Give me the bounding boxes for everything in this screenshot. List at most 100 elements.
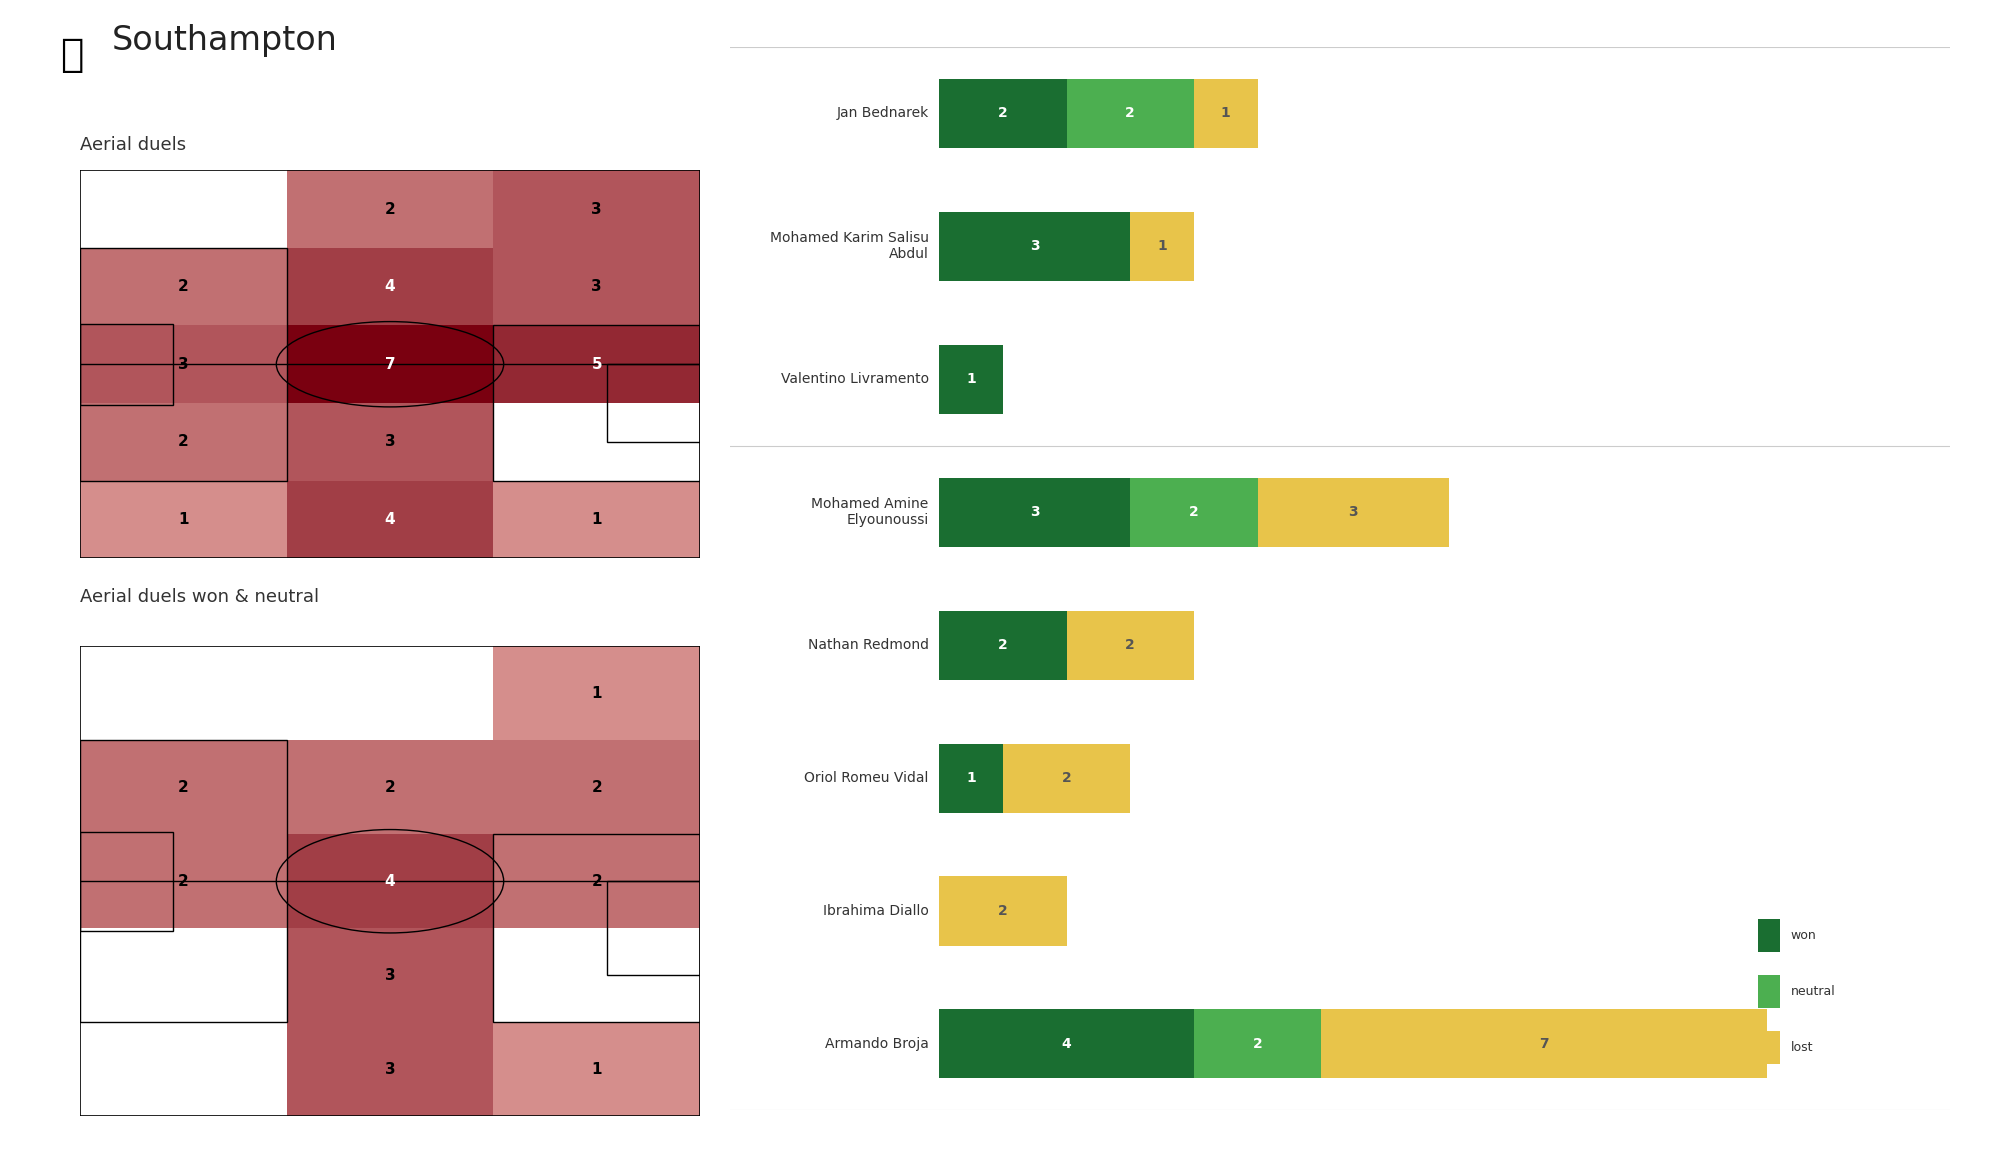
Bar xyxy=(494,403,700,481)
Text: 2: 2 xyxy=(1126,638,1136,652)
Bar xyxy=(494,325,700,403)
Text: 3: 3 xyxy=(592,202,602,216)
Text: Armando Broja: Armando Broja xyxy=(824,1036,928,1050)
Bar xyxy=(286,481,494,558)
Bar xyxy=(1758,975,1780,1008)
Bar xyxy=(494,1022,700,1116)
Bar xyxy=(940,478,1130,546)
Text: Mohamed Karim Salisu
Abdul: Mohamed Karim Salisu Abdul xyxy=(770,231,928,262)
Text: 5: 5 xyxy=(592,357,602,371)
Bar xyxy=(286,646,494,740)
Text: Nathan Redmond: Nathan Redmond xyxy=(808,638,928,652)
Bar xyxy=(80,170,286,248)
Text: 4: 4 xyxy=(384,512,396,526)
Text: 1: 1 xyxy=(1158,240,1166,254)
Text: 3: 3 xyxy=(1348,505,1358,519)
Text: 2: 2 xyxy=(592,874,602,888)
Bar xyxy=(1258,478,1448,546)
Bar xyxy=(80,403,286,481)
Text: 2: 2 xyxy=(998,107,1008,121)
Text: Jan Bednarek: Jan Bednarek xyxy=(836,107,928,121)
Text: won: won xyxy=(1790,929,1816,942)
Bar xyxy=(286,1022,494,1116)
Bar xyxy=(286,928,494,1022)
Text: 7: 7 xyxy=(1540,1036,1548,1050)
Bar xyxy=(940,877,1066,946)
Bar xyxy=(80,740,286,1022)
Text: 1: 1 xyxy=(178,512,188,526)
Text: ⚽: ⚽ xyxy=(60,35,84,74)
Text: 2: 2 xyxy=(384,780,396,794)
Bar xyxy=(286,740,494,834)
Text: 1: 1 xyxy=(592,512,602,526)
Bar xyxy=(494,170,700,248)
Bar xyxy=(80,325,286,403)
Text: 3: 3 xyxy=(384,968,396,982)
Bar xyxy=(940,212,1130,281)
Text: Oriol Romeu Vidal: Oriol Romeu Vidal xyxy=(804,771,928,785)
Text: Valentino Livramento: Valentino Livramento xyxy=(780,372,928,387)
Bar xyxy=(286,403,494,481)
Bar xyxy=(494,646,700,740)
Text: 2: 2 xyxy=(178,874,188,888)
Bar xyxy=(1066,611,1194,679)
Bar xyxy=(286,170,494,248)
Text: 2: 2 xyxy=(1252,1036,1262,1050)
Text: 2: 2 xyxy=(384,202,396,216)
Bar xyxy=(80,834,286,928)
Text: 3: 3 xyxy=(178,357,188,371)
Text: 2: 2 xyxy=(998,904,1008,918)
Text: Southampton: Southampton xyxy=(112,25,338,58)
Text: 3: 3 xyxy=(1030,505,1040,519)
Bar xyxy=(80,1022,286,1116)
Bar xyxy=(80,323,174,405)
Text: Aerial duels won & neutral: Aerial duels won & neutral xyxy=(80,589,320,606)
Bar xyxy=(1758,919,1780,952)
Bar xyxy=(1758,1030,1780,1063)
Bar xyxy=(1322,1009,1768,1079)
Bar xyxy=(1130,478,1258,546)
Bar xyxy=(940,79,1066,148)
Bar xyxy=(940,744,1002,813)
Text: 3: 3 xyxy=(384,1062,396,1076)
Bar xyxy=(606,364,700,442)
Text: 2: 2 xyxy=(998,638,1008,652)
Bar xyxy=(940,1009,1194,1079)
Text: 3: 3 xyxy=(592,280,602,294)
Text: 2: 2 xyxy=(592,780,602,794)
Bar xyxy=(80,928,286,1022)
Bar xyxy=(80,740,286,834)
Text: 2: 2 xyxy=(1126,107,1136,121)
Text: 2: 2 xyxy=(1188,505,1198,519)
Bar xyxy=(1130,212,1194,281)
Bar xyxy=(494,248,700,325)
Text: 2: 2 xyxy=(178,435,188,449)
Bar xyxy=(940,344,1002,414)
Text: lost: lost xyxy=(1790,1041,1814,1054)
Bar xyxy=(80,481,286,558)
Text: 4: 4 xyxy=(384,280,396,294)
Bar xyxy=(286,834,494,928)
Text: 1: 1 xyxy=(592,686,602,700)
Bar xyxy=(1002,744,1130,813)
Bar xyxy=(940,611,1066,679)
Bar xyxy=(80,248,286,325)
Bar xyxy=(494,928,700,1022)
Bar xyxy=(80,248,286,481)
Text: 4: 4 xyxy=(384,874,396,888)
Bar xyxy=(494,740,700,834)
Text: 1: 1 xyxy=(966,771,976,785)
Bar xyxy=(286,325,494,403)
Text: neutral: neutral xyxy=(1790,985,1836,998)
Text: 1: 1 xyxy=(592,1062,602,1076)
Text: 3: 3 xyxy=(1030,240,1040,254)
Bar xyxy=(80,832,174,931)
Bar xyxy=(494,325,700,481)
Text: 7: 7 xyxy=(384,357,396,371)
Text: 2: 2 xyxy=(1062,771,1072,785)
Text: 2: 2 xyxy=(178,780,188,794)
Bar xyxy=(1194,1009,1322,1079)
Bar xyxy=(80,646,286,740)
Text: 1: 1 xyxy=(1220,107,1230,121)
Bar xyxy=(494,834,700,928)
